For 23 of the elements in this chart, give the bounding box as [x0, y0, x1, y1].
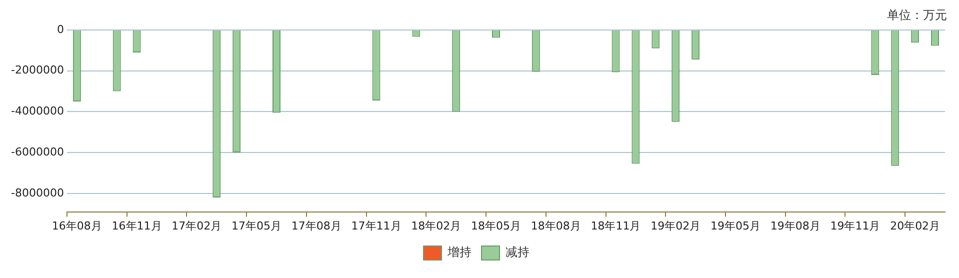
- legend-label: 增持: [446, 245, 472, 260]
- x-tick-label: 17年02月: [172, 219, 222, 232]
- y-tick-label: -2000000: [10, 64, 64, 77]
- x-tick-label: 17年08月: [291, 219, 342, 232]
- x-tick-label: 19年11月: [830, 219, 880, 232]
- x-tick-label: 18年08月: [530, 219, 581, 232]
- y-tick-label: -4000000: [10, 104, 64, 118]
- y-tick-label: -6000000: [10, 145, 64, 158]
- y-tick-label: -8000000: [10, 186, 64, 200]
- text: 单位：万元: [887, 8, 947, 22]
- x-tick-label: 18年11月: [590, 219, 641, 232]
- x-tick-label: 19年08月: [770, 219, 820, 232]
- x-tick-label: 18年02月: [411, 219, 462, 232]
- x-tick-label: 16年08月: [52, 219, 102, 232]
- x-tick-label: 20年02月: [890, 219, 940, 232]
- legend-label: 减持: [506, 245, 530, 260]
- x-tick-label: 19年02月: [650, 219, 701, 232]
- x-tick-label: 16年11月: [112, 219, 162, 232]
- x-tick-label: 18年05月: [471, 219, 521, 232]
- y-tick-label: 0: [56, 22, 64, 36]
- x-tick-label: 19年05月: [710, 219, 760, 232]
- x-tick-label: 17年05月: [232, 219, 282, 232]
- x-tick-label: 17年11月: [351, 219, 402, 232]
